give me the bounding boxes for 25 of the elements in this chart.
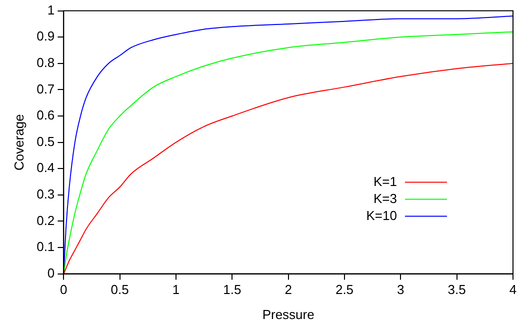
x-tick-label: 2.5 [335, 282, 354, 298]
y-axis-title: Coverage [11, 114, 26, 170]
x-tick-label: 4 [509, 282, 517, 298]
y-tick-label: 0.8 [36, 54, 55, 70]
x-tick-label: 1.5 [223, 282, 242, 298]
x-tick-label: 0 [60, 282, 68, 298]
y-tick-label: 0.2 [36, 212, 55, 228]
y-tick-label: 0.4 [36, 160, 55, 176]
y-tick-label: 0 [47, 265, 55, 280]
y-tick-label: 0.6 [36, 108, 55, 123]
x-axis-title: Pressure [262, 306, 314, 322]
x-tick-label: 2 [284, 282, 292, 298]
y-tick-label: 0.9 [36, 28, 55, 44]
legend-label: K=3 [374, 190, 397, 206]
legend-label: K=10 [366, 208, 397, 223]
y-tick-label: 0.1 [36, 239, 55, 254]
legend-label: K=1 [374, 174, 397, 189]
y-tick-label: 0.5 [36, 134, 55, 149]
y-tick-label: 1 [47, 2, 55, 18]
y-tick-label: 0.7 [36, 81, 55, 96]
y-tick-label: 0.3 [36, 186, 55, 202]
x-tick-label: 3.5 [448, 282, 466, 298]
x-tick-label: 3 [397, 282, 404, 298]
x-tick-label: 0.5 [110, 282, 129, 298]
x-tick-label: 1 [172, 282, 180, 298]
